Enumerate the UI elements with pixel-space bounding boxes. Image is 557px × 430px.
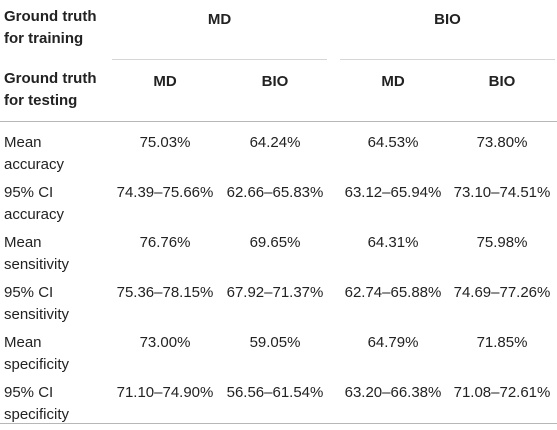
table-cell: 73.10–74.51% (453, 184, 551, 201)
table-cell: 75.03% (139, 134, 191, 151)
table-cell: 63.20–66.38% (344, 384, 442, 401)
table-cell: 64.24% (249, 134, 301, 151)
table-cell: 64.53% (367, 134, 419, 151)
training-group-md: MD (207, 11, 232, 28)
row-label: 95% CI specificity (4, 384, 70, 423)
training-header-label: Ground truth for training (4, 8, 97, 47)
table-cell: 64.31% (367, 234, 419, 251)
testing-col-2: BIO (261, 73, 289, 90)
table-cell: 74.69–77.26% (453, 284, 551, 301)
row-label: 95% CI accuracy (4, 184, 65, 223)
table-cell: 74.39–75.66% (116, 184, 214, 201)
table-cell: 62.66–65.83% (226, 184, 324, 201)
table-bottom-rule (0, 423, 557, 424)
training-group-bio: BIO (434, 11, 461, 28)
testing-header-label: Ground truth for testing (4, 70, 97, 109)
table-cell: 76.76% (139, 234, 191, 251)
table-cell: 73.00% (139, 334, 191, 351)
row-label: 95% CI sensitivity (4, 284, 70, 323)
table-cell: 67.92–71.37% (226, 284, 324, 301)
group-underline-bio (340, 59, 555, 60)
table-cell: 59.05% (249, 334, 301, 351)
table-cell: 71.08–72.61% (453, 384, 551, 401)
testing-col-1: MD (153, 73, 177, 90)
table-cell: 73.80% (476, 134, 528, 151)
table-cell: 75.98% (476, 234, 528, 251)
testing-col-3: MD (381, 73, 405, 90)
table-cell: 71.85% (476, 334, 528, 351)
table-cell: 64.79% (367, 334, 419, 351)
row-label: Mean specificity (4, 334, 70, 373)
table-cell: 63.12–65.94% (344, 184, 442, 201)
row-label: Mean accuracy (4, 134, 65, 173)
table-cell: 71.10–74.90% (116, 384, 214, 401)
table-cell: 56.56–61.54% (226, 384, 324, 401)
header-bottom-rule (0, 121, 557, 122)
row-label: Mean sensitivity (4, 234, 70, 273)
group-underline-md (112, 59, 327, 60)
testing-col-4: BIO (488, 73, 516, 90)
table-cell: 69.65% (249, 234, 301, 251)
table-cell: 75.36–78.15% (116, 284, 214, 301)
table-cell: 62.74–65.88% (344, 284, 442, 301)
